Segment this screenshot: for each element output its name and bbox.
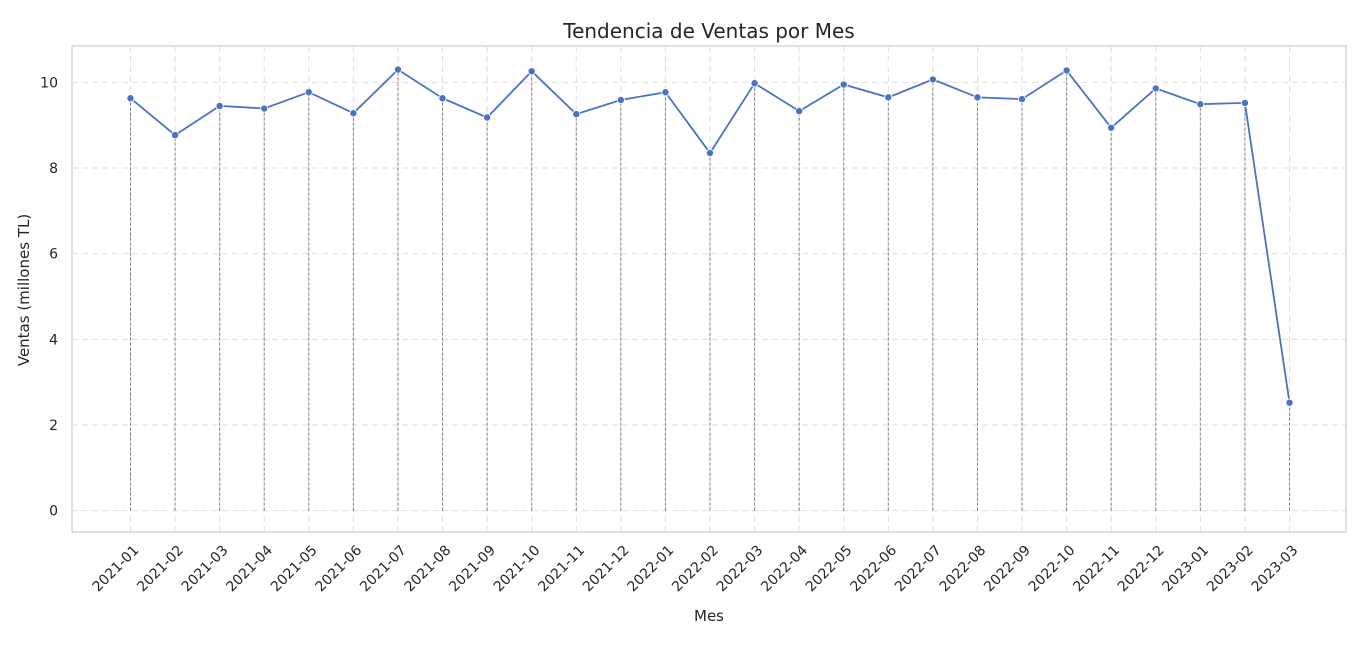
data-point <box>1018 95 1027 104</box>
data-point <box>1196 100 1205 109</box>
x-tick-label: 2022-11 <box>1070 543 1123 596</box>
data-point <box>884 93 893 102</box>
y-axis-label: Ventas (millones TL) <box>15 214 33 366</box>
data-point <box>1151 84 1160 93</box>
x-tick-label: 2021-12 <box>580 543 633 596</box>
data-point <box>839 80 848 89</box>
data-point <box>260 104 269 113</box>
x-tick-label: 2021-02 <box>134 543 187 596</box>
data-point <box>1062 66 1071 75</box>
x-tick-label: 2022-02 <box>669 543 722 596</box>
data-points <box>126 65 1294 407</box>
y-tick-label: 0 <box>49 504 58 520</box>
x-tick-label: 2022-01 <box>625 543 678 596</box>
data-point <box>572 110 581 119</box>
x-tick-label: 2021-11 <box>535 543 588 596</box>
data-point <box>438 94 447 103</box>
x-tick-label: 2022-10 <box>1026 543 1079 596</box>
x-tick-label: 2022-03 <box>714 543 767 596</box>
data-point <box>304 88 313 97</box>
data-point <box>661 88 670 97</box>
x-tick-label: 2023-02 <box>1204 543 1257 596</box>
y-tick-label: 10 <box>40 75 58 91</box>
stem-lines <box>130 69 1290 511</box>
data-point <box>795 107 804 116</box>
data-point <box>1240 98 1249 107</box>
plot-area <box>71 45 1347 533</box>
x-tick-label: 2022-09 <box>981 543 1034 596</box>
data-point <box>1107 123 1116 132</box>
x-tick-label: 2021-06 <box>313 542 366 595</box>
x-tick-label: 2021-07 <box>357 543 410 596</box>
data-point <box>527 67 536 76</box>
y-axis-ticks: 0 2 4 6 8 10 <box>40 75 58 519</box>
x-tick-label: 2022-05 <box>803 543 856 596</box>
x-tick-label: 2023-01 <box>1159 543 1212 596</box>
chart-title: Tendencia de Ventas por Mes <box>562 19 854 43</box>
x-tick-label: 2021-03 <box>179 543 232 596</box>
data-point <box>928 75 937 84</box>
data-point <box>973 93 982 102</box>
x-tick-label: 2022-06 <box>847 542 900 595</box>
x-tick-label: 2022-07 <box>892 543 945 596</box>
x-tick-label: 2021-04 <box>223 542 276 595</box>
x-tick-label: 2022-08 <box>937 543 990 596</box>
data-point <box>616 95 625 104</box>
x-tick-label: 2021-09 <box>446 543 499 596</box>
data-point <box>171 131 180 140</box>
data-point <box>483 113 492 122</box>
data-point <box>393 65 402 74</box>
y-tick-label: 8 <box>49 161 58 177</box>
x-tick-label: 2021-01 <box>90 543 143 596</box>
x-tick-label: 2022-12 <box>1115 543 1168 596</box>
x-axis-label: Mes <box>694 607 724 625</box>
data-point <box>706 149 715 158</box>
x-tick-label: 2022-04 <box>758 542 811 595</box>
x-tick-label: 2021-08 <box>402 543 455 596</box>
data-point <box>215 101 224 110</box>
data-point <box>750 79 759 88</box>
data-point <box>1285 398 1294 407</box>
x-tick-label: 2023-03 <box>1249 543 1302 596</box>
x-axis-ticks: 2021-012021-022021-032021-042021-052021-… <box>90 542 1302 595</box>
y-tick-label: 2 <box>49 418 58 434</box>
y-tick-label: 6 <box>49 247 58 263</box>
data-point <box>349 109 358 118</box>
x-tick-label: 2021-05 <box>268 543 321 596</box>
y-tick-label: 4 <box>49 332 58 348</box>
data-point <box>126 94 135 103</box>
x-tick-label: 2021-10 <box>491 543 544 596</box>
